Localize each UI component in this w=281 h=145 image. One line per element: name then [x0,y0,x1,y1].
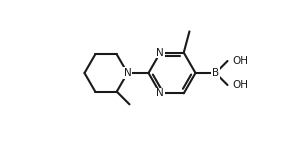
Text: N: N [156,48,164,58]
Text: B: B [212,68,219,78]
Text: OH: OH [232,56,248,66]
Text: N: N [156,88,164,98]
Text: OH: OH [232,80,248,90]
Text: N: N [124,68,132,78]
